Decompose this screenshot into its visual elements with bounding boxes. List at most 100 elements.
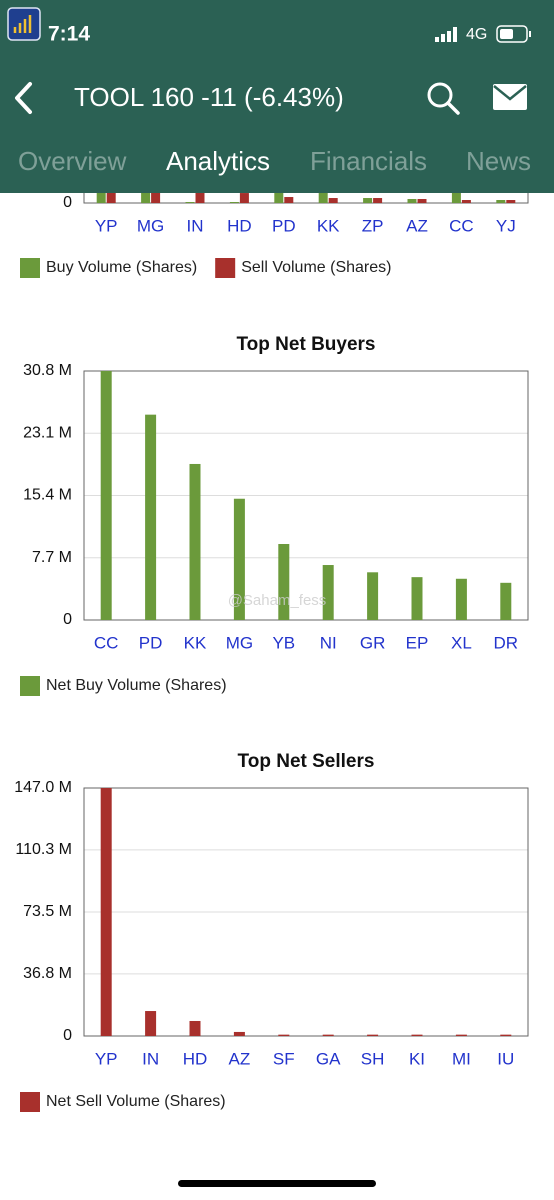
y-tick-label: 147.0 M — [14, 779, 72, 796]
x-tick-label: ZP — [362, 216, 384, 235]
bar — [284, 197, 294, 203]
y-tick-label: 0 — [63, 611, 72, 628]
battery-tip — [529, 31, 531, 37]
bar — [411, 577, 423, 620]
bar — [189, 463, 201, 620]
bar — [496, 200, 506, 203]
bar — [195, 187, 205, 203]
bar — [100, 371, 112, 620]
legend-swatch — [20, 1092, 40, 1112]
bar — [278, 1034, 290, 1036]
bar — [278, 544, 290, 620]
legend-swatch — [20, 676, 40, 696]
legend-swatch — [20, 258, 40, 278]
watermark: @Saham_fess — [228, 592, 327, 609]
bar — [96, 189, 106, 203]
x-tick-label: GR — [360, 633, 386, 652]
x-tick-label: PD — [139, 633, 163, 652]
bar — [239, 193, 249, 203]
bar — [461, 200, 471, 203]
x-tick-label: IU — [497, 1049, 514, 1068]
status-network: 4G — [466, 26, 487, 43]
tab[interactable]: Analytics — [166, 146, 270, 176]
x-tick-label: SH — [361, 1049, 385, 1068]
battery-icon — [496, 25, 528, 43]
bar — [363, 198, 373, 203]
y-tick-label: 23.1 M — [23, 424, 72, 441]
bar — [233, 498, 245, 620]
y-tick-label: 36.8 M — [23, 965, 72, 982]
bar — [189, 1020, 201, 1036]
x-tick-label: HD — [183, 1049, 208, 1068]
x-tick-label: DR — [494, 633, 519, 652]
x-tick-label: YB — [272, 633, 295, 652]
y-tick-label: 15.4 M — [23, 487, 72, 504]
tab[interactable]: Overview — [18, 146, 127, 176]
bar — [328, 198, 338, 203]
x-tick-label: AZ — [406, 216, 428, 235]
chart-title: Top Net Buyers — [236, 334, 375, 355]
y-tick-label: 73.5 M — [23, 903, 72, 920]
x-tick-label: GA — [316, 1049, 341, 1068]
x-tick-label: IN — [142, 1049, 159, 1068]
back-button[interactable] — [15, 82, 32, 114]
bar — [318, 183, 328, 203]
x-tick-label: XL — [451, 633, 472, 652]
plot-border — [83, 370, 529, 621]
home-indicator — [178, 1180, 376, 1187]
x-tick-label: CC — [94, 633, 119, 652]
y-tick-label: 0 — [63, 1027, 72, 1044]
bar — [229, 202, 239, 203]
x-tick-label: MI — [452, 1049, 471, 1068]
x-tick-label: YJ — [496, 216, 516, 235]
y-tick-label: 30.8 M — [23, 362, 72, 379]
bar — [322, 1034, 334, 1036]
y-tick-label: 0 — [63, 194, 72, 211]
header-bg — [0, 0, 554, 193]
x-tick-label: YP — [95, 216, 118, 235]
tab-bar: Overview Analytics Financials News — [18, 146, 531, 176]
signal-icon — [435, 27, 457, 42]
x-tick-label: YP — [95, 1049, 118, 1068]
bar — [411, 1034, 423, 1036]
header-title: TOOL 160 -11 (-6.43%) — [74, 82, 344, 112]
legend-label: Buy Volume (Shares) — [46, 259, 197, 276]
x-tick-label: MG — [226, 633, 253, 652]
bar — [455, 1034, 467, 1036]
x-tick-label: PD — [272, 216, 296, 235]
x-tick-label: IN — [187, 216, 204, 235]
bar — [367, 1034, 379, 1036]
search-button[interactable] — [427, 82, 460, 115]
legend-label: Sell Volume (Shares) — [241, 259, 391, 276]
x-tick-label: AZ — [229, 1049, 251, 1068]
x-tick-label: MG — [137, 216, 164, 235]
status-time: 7:14 — [48, 23, 90, 46]
x-tick-label: NI — [320, 633, 337, 652]
y-tick-label: 7.7 M — [32, 549, 72, 566]
tab[interactable]: News — [466, 146, 531, 176]
x-tick-label: SF — [273, 1049, 295, 1068]
bar — [151, 188, 161, 203]
legend-label: Net Buy Volume (Shares) — [46, 677, 227, 694]
bar — [455, 578, 467, 620]
bar — [367, 572, 379, 620]
bar — [500, 1034, 512, 1036]
x-tick-label: HD — [227, 216, 252, 235]
tab[interactable]: Financials — [310, 146, 427, 176]
x-tick-label: CC — [449, 216, 474, 235]
x-tick-label: KK — [317, 216, 340, 235]
x-tick-label: KK — [184, 633, 207, 652]
mail-button[interactable] — [493, 84, 527, 110]
battery-level — [500, 29, 513, 39]
header: 7:14 4G TOOL 160 -11 (-6.43%) Overview An… — [0, 0, 554, 193]
bar — [185, 202, 195, 203]
legend-swatch — [215, 258, 236, 278]
x-tick-label: KI — [409, 1049, 425, 1068]
bar — [407, 199, 417, 203]
bar — [100, 788, 112, 1036]
bar — [500, 582, 512, 620]
app-icon-glyph — [13, 15, 32, 33]
bar — [233, 1031, 245, 1036]
